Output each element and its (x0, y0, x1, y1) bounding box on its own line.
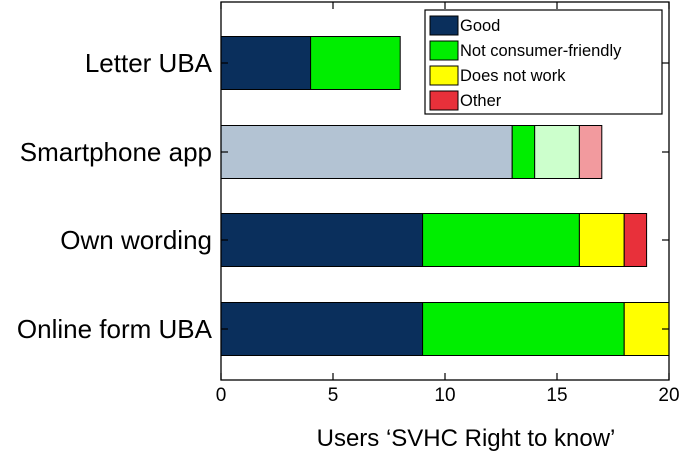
x-ticks-layer: 0 5 10 15 20 (216, 2, 680, 406)
category-labels-layer: Letter UBA Smartphone app Own wording Onlin… (17, 48, 669, 344)
category-label-own-wording: Own wording (60, 225, 212, 255)
legend-label-good: Good (460, 17, 500, 35)
bar-segment-own-wording-good (220, 213, 424, 267)
bar-segment-smartphone-app-extra-16 (578, 125, 603, 179)
legend-swatch-does-not-work (429, 65, 459, 86)
x-axis-label: Users ‘SVHC Right to know’ (317, 425, 616, 452)
bar-segment-online-form-uba-not-consumer-friendly (422, 302, 625, 356)
bar-segment-own-wording-other (623, 213, 648, 267)
legend-swatch-good (429, 15, 459, 36)
bars-layer (220, 36, 670, 356)
x-tick-label-10: 10 (434, 385, 455, 406)
bar-segment-letter-uba-good (220, 36, 312, 90)
legend-label-does-not-work: Does not work (460, 67, 566, 85)
bar-segment-smartphone-app-not-consumer-friendly (511, 125, 536, 179)
bar-segment-letter-uba-not-consumer-friendly (310, 36, 401, 90)
bar-segment-smartphone-app-extra-14 (534, 125, 580, 179)
light-segments-layer (220, 125, 603, 179)
bar-segment-online-form-uba-does-not-work (623, 302, 670, 356)
legend-swatch-other (429, 90, 459, 111)
legend: Good Not consumer-friendly Does not work Ot… (424, 9, 663, 115)
x-tick-label-5: 5 (328, 385, 339, 406)
x-tick-label-20: 20 (658, 385, 679, 406)
bar-segment-online-form-uba-good (220, 302, 424, 356)
category-label-letter-uba: Letter UBA (85, 48, 213, 78)
category-label-smartphone-app: Smartphone app (20, 137, 212, 167)
legend-swatch-not-consumer-friendly (429, 40, 459, 61)
legend-label-other: Other (460, 92, 502, 110)
x-tick-label-15: 15 (546, 385, 567, 406)
bar-segment-own-wording-does-not-work (578, 213, 625, 267)
category-label-online-form-uba: Online form UBA (17, 314, 213, 344)
legend-box (424, 9, 663, 115)
bar-segment-smartphone-app-extra-0 (220, 125, 513, 179)
legend-label-not-consumer-friendly: Not consumer-friendly (460, 42, 622, 60)
x-tick-label-0: 0 (216, 385, 227, 406)
bar-segment-own-wording-not-consumer-friendly (422, 213, 580, 267)
